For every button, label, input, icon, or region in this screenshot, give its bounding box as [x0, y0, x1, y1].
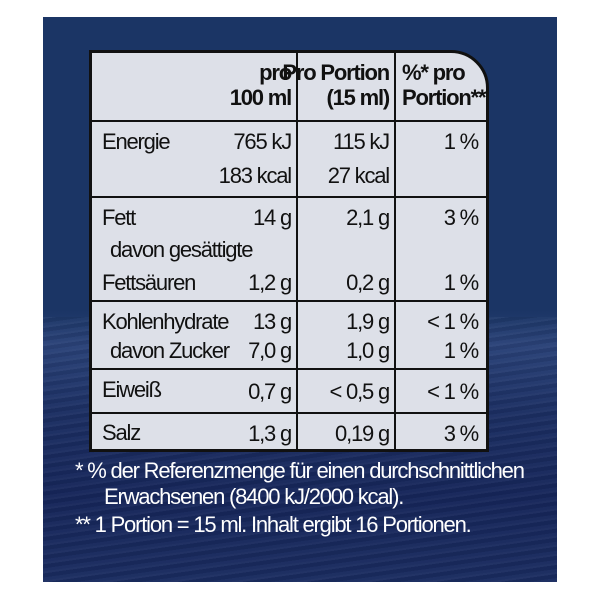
- salz-portion: 0,19 g: [335, 421, 390, 446]
- zucker-100: 7,0 g: [248, 338, 292, 363]
- energie-100-kcal: 183 kcal: [218, 163, 293, 188]
- nutrition-table: pro 100 ml Pro Portion (15 ml) %* pro Po…: [89, 50, 489, 452]
- row-divider: [92, 300, 486, 302]
- eiweiss-label: Eiweiß: [102, 377, 162, 402]
- zucker-portion: 1,0 g: [346, 338, 390, 363]
- gesaettigt-100: 1,2 g: [248, 270, 292, 295]
- row-divider: [92, 368, 486, 370]
- row-divider: [92, 412, 486, 414]
- zucker-percent: 1 %: [443, 338, 480, 363]
- eiweiss-portion: < 0,5 g: [329, 379, 391, 404]
- kohlenhydrate-percent: < 1 %: [427, 309, 479, 334]
- fett-label: Fett: [102, 205, 136, 230]
- energie-percent: 1 %: [443, 129, 480, 154]
- zucker-label: davon Zucker: [110, 338, 230, 363]
- header-percent-line2: Portion**: [402, 85, 487, 110]
- fett-100: 14 g: [252, 205, 292, 230]
- energie-portion-kcal: 27 kcal: [327, 163, 391, 188]
- header-per-100ml-line1: pro: [259, 60, 292, 85]
- energie-100-kj: 765 kJ: [233, 129, 292, 154]
- footnote-reference-line2: Erwachsenen (8400 kJ/2000 kcal).: [104, 484, 404, 509]
- row-divider: [92, 196, 486, 198]
- footnote-reference-line1: * % der Referenzmenge für einen durchsch…: [75, 458, 525, 483]
- header-per-100ml-line2: 100 ml: [229, 85, 293, 110]
- salz-percent: 3 %: [443, 421, 480, 446]
- header-percent-line1: %* pro: [402, 60, 466, 85]
- column-divider: [394, 53, 396, 449]
- energie-label: Energie: [102, 129, 171, 154]
- row-divider: [92, 120, 486, 122]
- gesaettigt-label-line1: davon gesättigte: [110, 237, 253, 262]
- header-per-portion-line1: Pro Portion: [282, 60, 390, 85]
- fett-portion: 2,1 g: [346, 205, 390, 230]
- eiweiss-100: 0,7 g: [248, 379, 292, 404]
- footnote-portion: ** 1 Portion = 15 ml. Inhalt ergibt 16 P…: [75, 512, 472, 537]
- kohlenhydrate-label: Kohlenhydrate: [102, 309, 229, 334]
- gesaettigt-label-line2: Fettsäuren: [102, 270, 196, 295]
- gesaettigt-portion: 0,2 g: [346, 270, 390, 295]
- gesaettigt-percent: 1 %: [443, 270, 480, 295]
- fett-percent: 3 %: [443, 205, 480, 230]
- salz-label: Salz: [102, 420, 141, 445]
- salz-100: 1,3 g: [248, 421, 292, 446]
- column-divider: [296, 53, 298, 449]
- eiweiss-percent: < 1 %: [427, 379, 479, 404]
- energie-portion-kj: 115 kJ: [333, 129, 390, 154]
- kohlenhydrate-portion: 1,9 g: [346, 309, 390, 334]
- kohlenhydrate-100: 13 g: [252, 309, 292, 334]
- header-per-portion-line2: (15 ml): [326, 85, 390, 110]
